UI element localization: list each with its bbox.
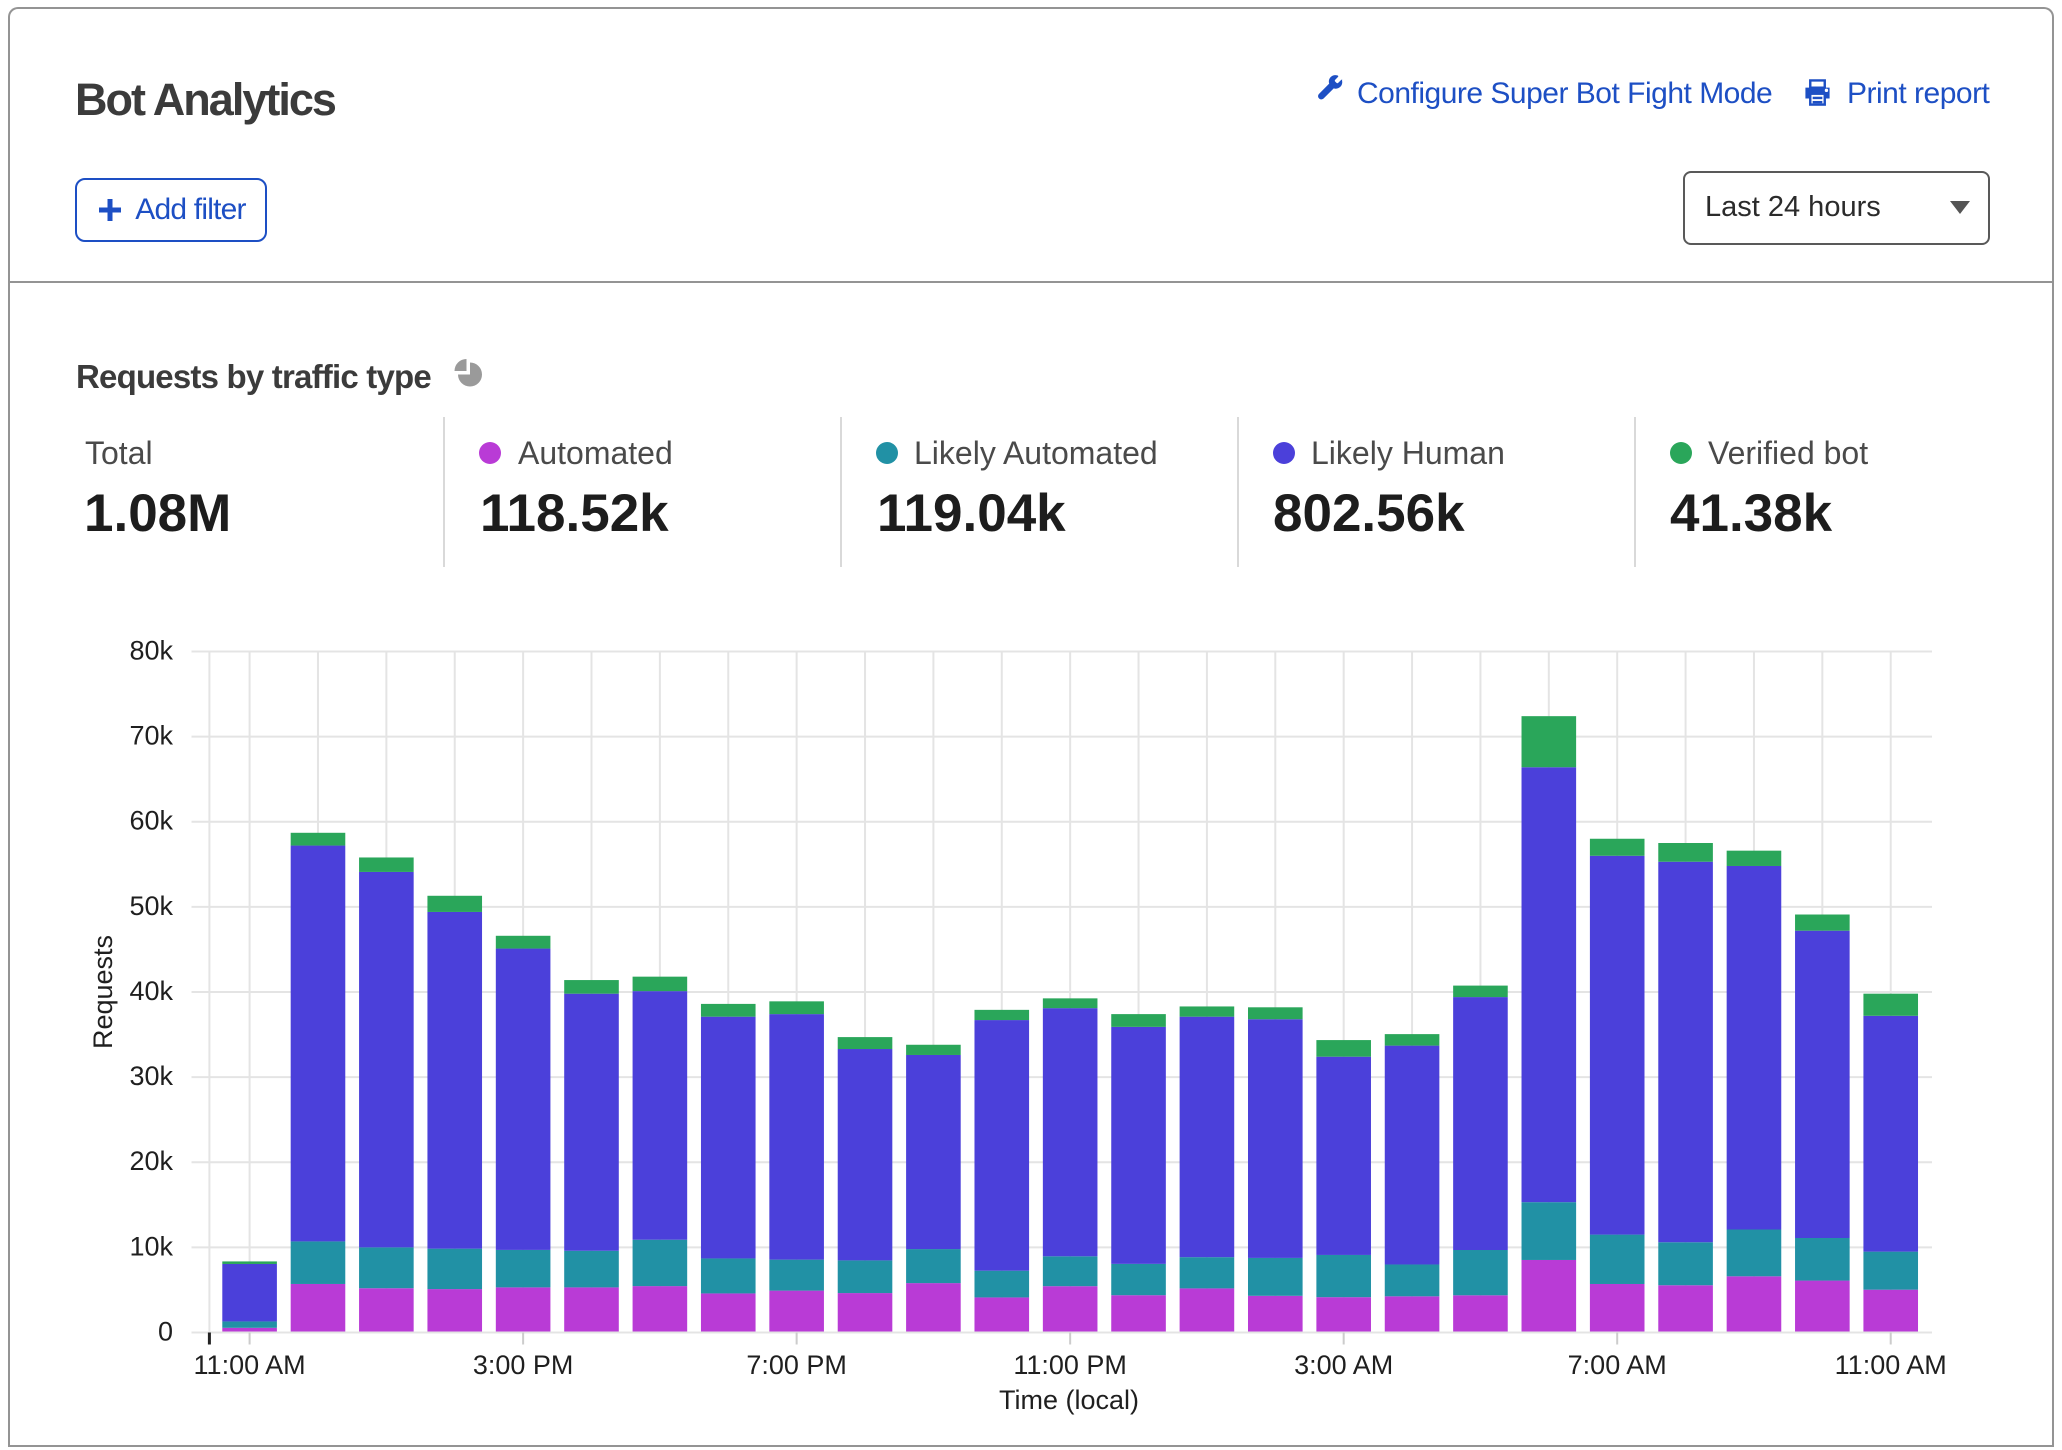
svg-text:Requests: Requests (88, 935, 118, 1049)
svg-text:3:00 AM: 3:00 AM (1294, 1350, 1393, 1380)
svg-text:20k: 20k (129, 1146, 173, 1176)
svg-text:11:00 AM: 11:00 AM (1835, 1350, 1947, 1380)
svg-text:0: 0 (158, 1317, 173, 1347)
svg-text:70k: 70k (129, 721, 173, 751)
svg-text:40k: 40k (129, 976, 173, 1006)
svg-text:60k: 60k (129, 806, 173, 836)
svg-text:7:00 PM: 7:00 PM (746, 1350, 847, 1380)
svg-text:3:00 PM: 3:00 PM (473, 1350, 574, 1380)
svg-text:Time (local): Time (local) (999, 1385, 1139, 1415)
svg-text:11:00 PM: 11:00 PM (1013, 1350, 1127, 1380)
svg-text:10k: 10k (129, 1231, 173, 1261)
svg-text:50k: 50k (129, 891, 173, 921)
svg-text:80k: 80k (129, 635, 173, 665)
svg-text:30k: 30k (129, 1061, 173, 1091)
svg-text:11:00 AM: 11:00 AM (194, 1350, 306, 1380)
svg-text:7:00 AM: 7:00 AM (1568, 1350, 1667, 1380)
